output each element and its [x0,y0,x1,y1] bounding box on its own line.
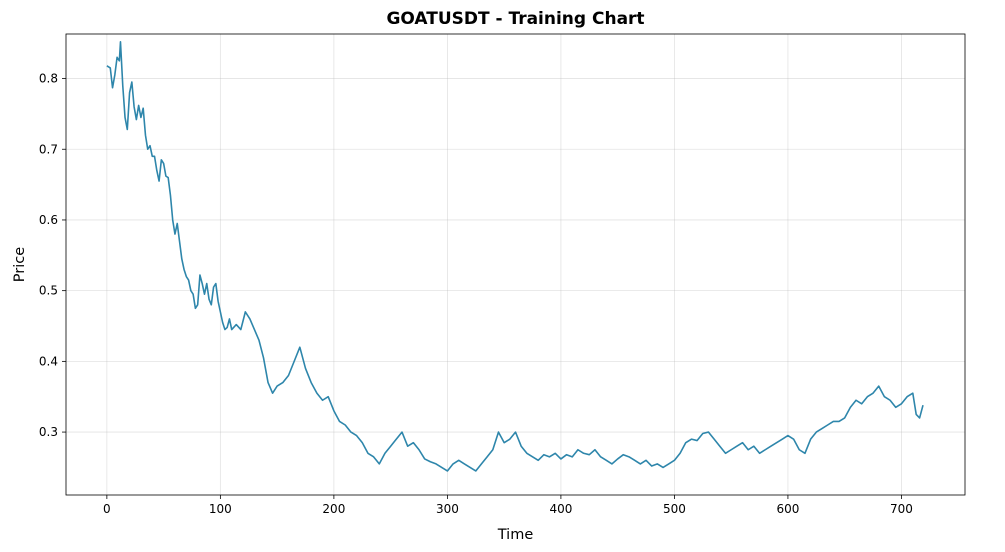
y-tick-label: 0.5 [39,284,58,298]
grid [66,34,965,495]
chart-title: GOATUSDT - Training Chart [386,9,644,29]
x-tick-label: 700 [890,502,913,516]
y-tick-label: 0.7 [39,142,58,156]
y-tick-label: 0.4 [39,354,58,368]
x-tick-label: 400 [549,502,572,516]
y-tick-label: 0.3 [39,425,58,439]
x-axis-label: Time [497,527,534,543]
x-tick-label: 500 [663,502,686,516]
x-tick-label: 100 [209,502,232,516]
x-tick-label: 600 [776,502,799,516]
x-tick-label: 200 [322,502,345,516]
y-tick-label: 0.6 [39,213,58,227]
x-tick-label: 300 [436,502,459,516]
y-tick-label: 0.8 [39,72,58,86]
price-series-line [106,40,924,472]
x-tick-label: 0 [103,502,111,516]
y-axis-ticks: 0.3 0.4 0.5 0.6 0.7 0.8 [39,72,66,439]
axes-frame [65,33,966,496]
x-axis-ticks: 0 100 200 300 400 500 600 700 [103,495,913,516]
plot-area [106,40,924,472]
y-axis-label: Price [12,247,28,282]
